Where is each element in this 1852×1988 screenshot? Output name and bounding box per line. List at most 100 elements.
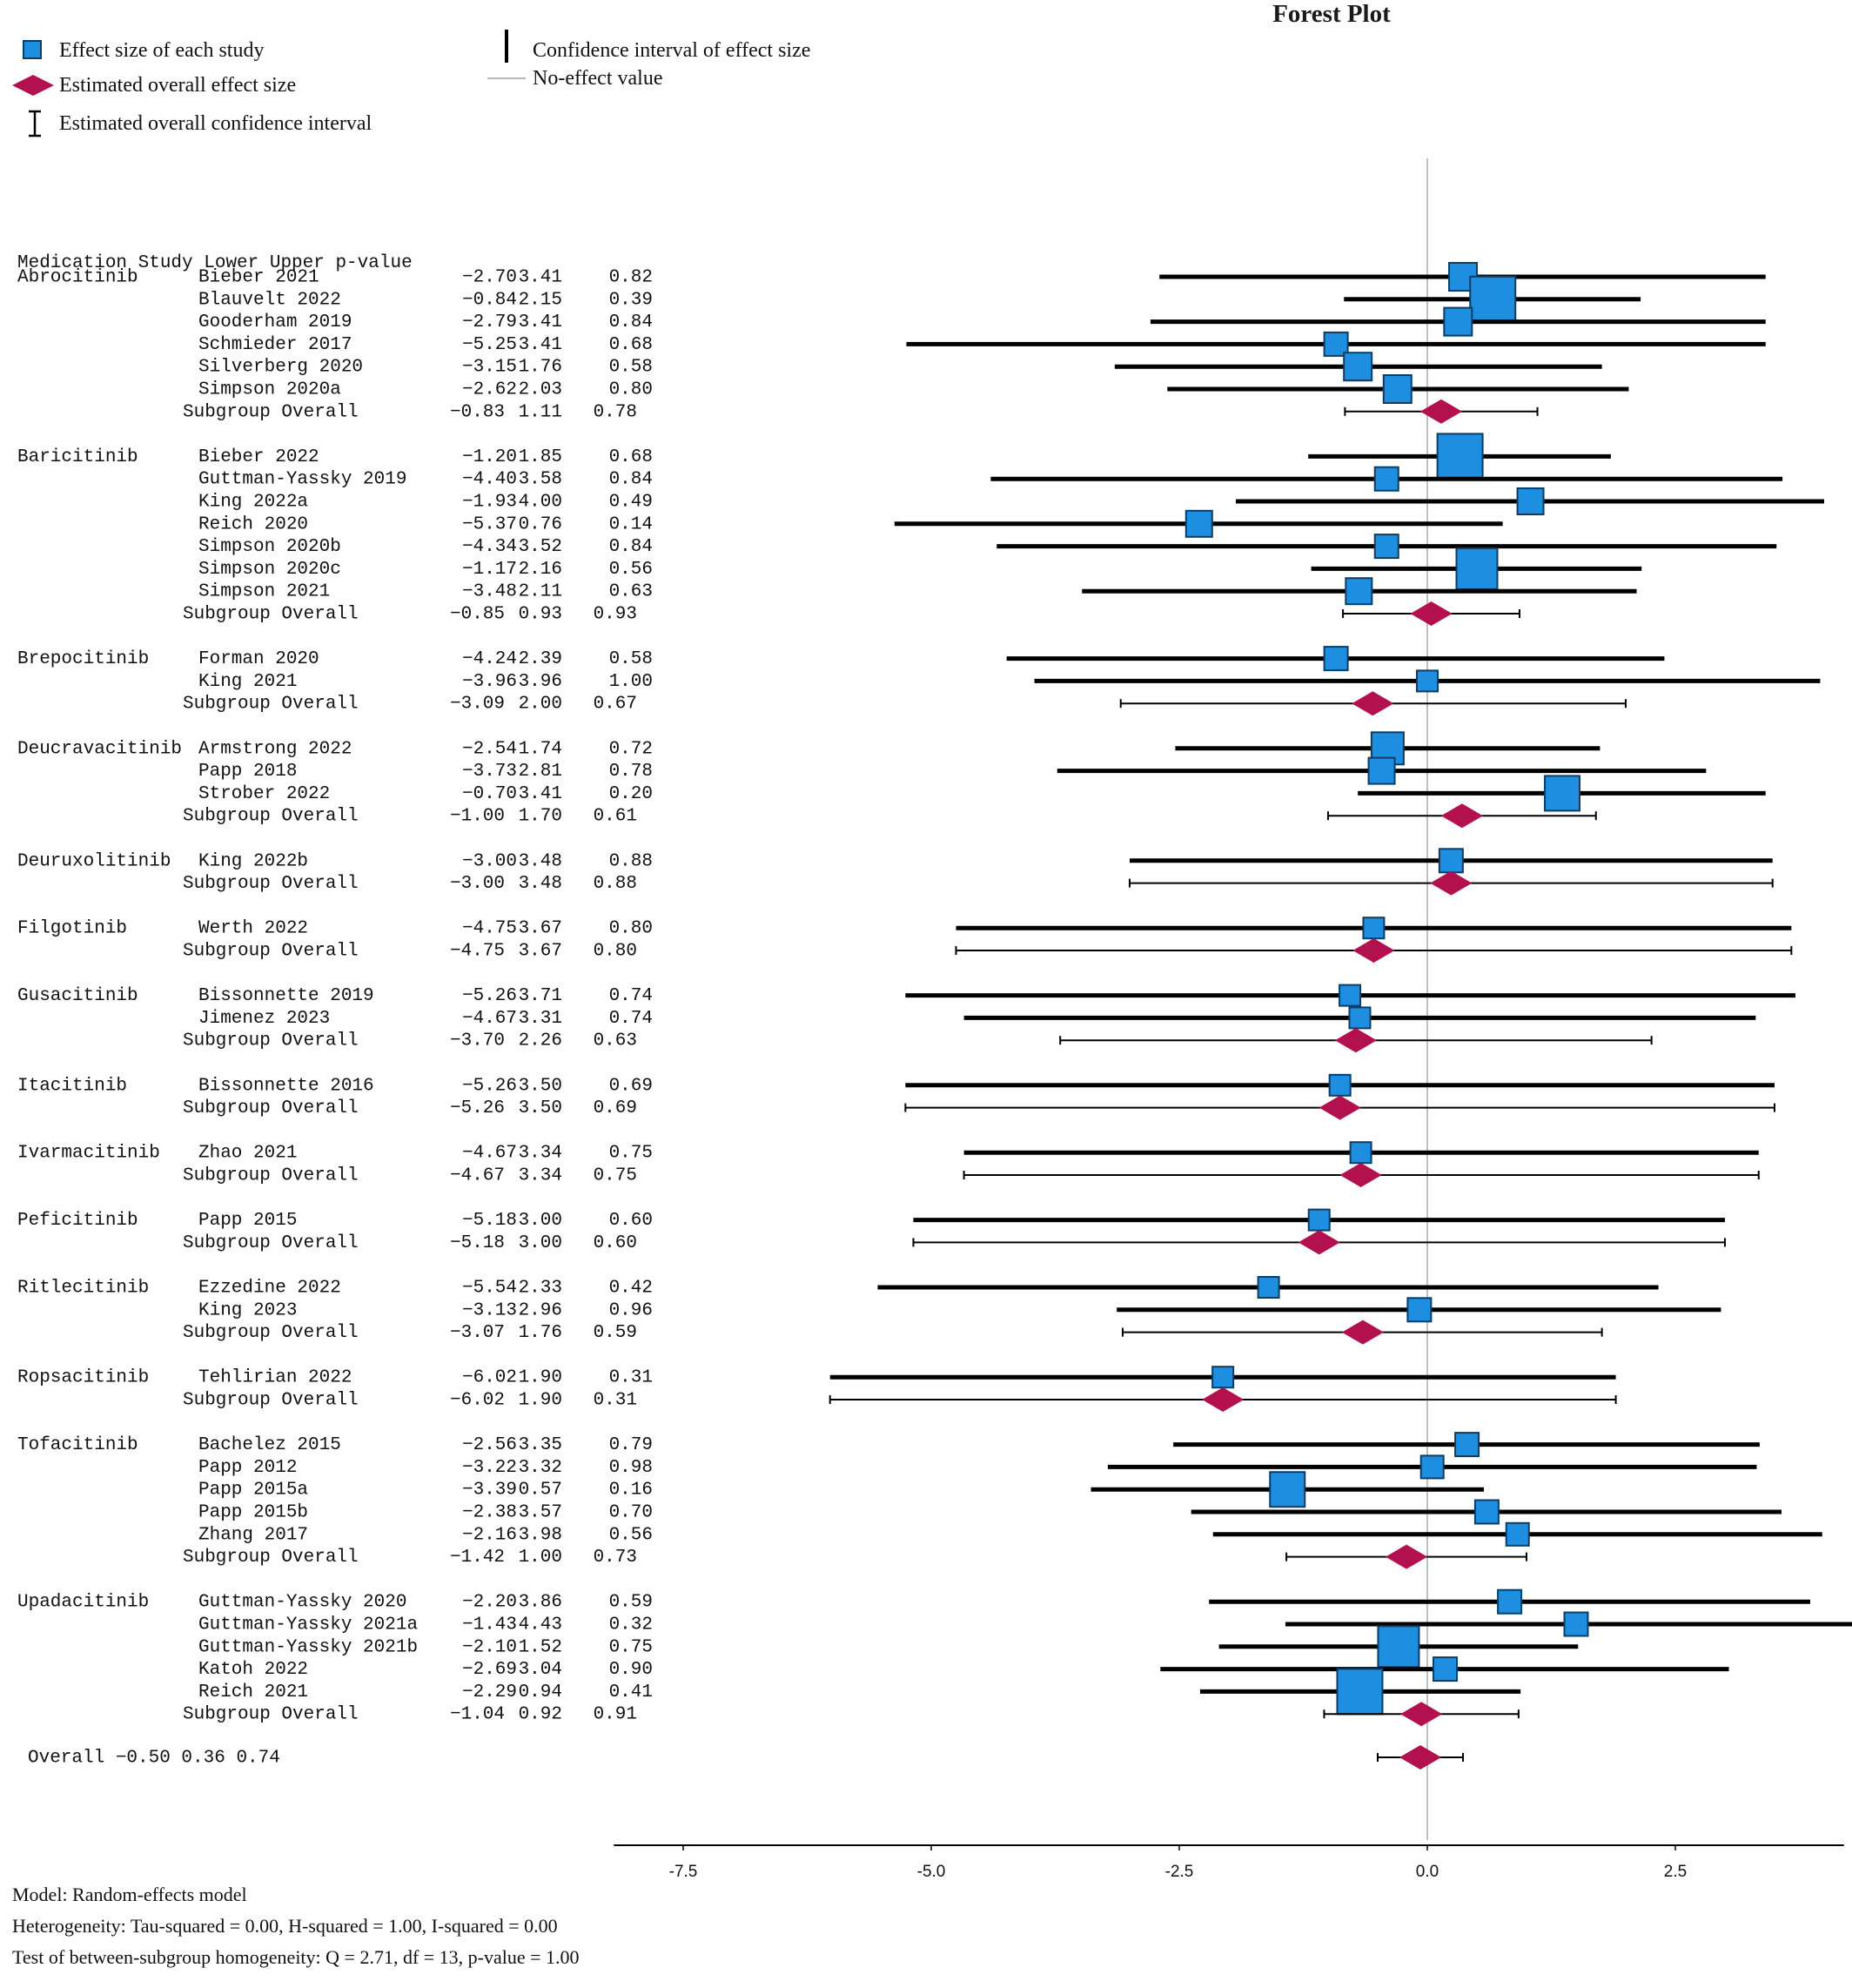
upper-value: 3.34 (519, 1144, 562, 1164)
lower-value: −5.25 (462, 335, 517, 355)
upper-value: 3.04 (519, 1660, 562, 1680)
study-label: Forman 2020 (198, 649, 319, 669)
study-effect-square (1367, 756, 1396, 785)
upper-value: 1.52 (519, 1637, 562, 1657)
lower-value: −4.24 (462, 649, 517, 669)
p-value: 0.16 (609, 1481, 653, 1501)
subgroup-p-value: 0.31 (594, 1391, 637, 1411)
lower-value: −2.16 (462, 1525, 517, 1545)
subgroup-lower-value: −1.42 (450, 1548, 505, 1568)
study-effect-square (1377, 1625, 1420, 1669)
subgroup-lower-value: −1.04 (450, 1705, 505, 1725)
p-value: 0.78 (609, 762, 653, 782)
subgroup-diamond (1419, 399, 1462, 424)
lower-value: −5.37 (462, 514, 517, 534)
study-effect-square (1438, 848, 1464, 874)
upper-value: 3.96 (519, 672, 562, 692)
upper-value: 1.85 (519, 447, 562, 467)
medication-label: Abrocitinib (17, 268, 138, 288)
study-label: Werth 2022 (198, 919, 308, 939)
upper-value: 3.41 (519, 335, 562, 355)
study-effect-square (1455, 547, 1499, 590)
study-effect-square (1184, 509, 1213, 538)
lower-value: −2.54 (462, 739, 517, 759)
overall-label: Overall −0.50 0.36 0.74 (28, 1749, 280, 1769)
study-effect-square (1269, 1471, 1306, 1508)
p-value: 0.20 (609, 784, 653, 804)
p-value: 0.31 (609, 1368, 653, 1388)
subgroup-label: Subgroup Overall (183, 1548, 359, 1568)
study-effect-square (1348, 1006, 1372, 1030)
p-value: 0.98 (609, 1458, 653, 1478)
study-label: Zhao 2021 (198, 1144, 297, 1164)
p-value: 0.96 (609, 1300, 653, 1320)
upper-value: 3.52 (519, 537, 562, 557)
p-value: 0.41 (609, 1682, 653, 1703)
subgroup-lower-value: −1.00 (450, 807, 505, 827)
p-value: 0.58 (609, 649, 653, 669)
study-effect-square (1563, 1611, 1589, 1637)
table-header: Medication Study Lower Upper p-value (17, 253, 413, 273)
lower-value: −2.56 (462, 1435, 517, 1455)
lower-value: −3.22 (462, 1458, 517, 1478)
subgroup-upper-value: 0.92 (519, 1705, 562, 1725)
upper-value: 3.35 (519, 1435, 562, 1455)
study-effect-square (1307, 1208, 1331, 1232)
study-label: Bieber 2022 (198, 447, 319, 467)
p-value: 0.49 (609, 493, 653, 513)
upper-value: 3.57 (519, 1503, 562, 1523)
study-label: Schmieder 2017 (198, 335, 352, 355)
upper-value: 0.57 (519, 1481, 562, 1501)
lower-value: −2.29 (462, 1682, 517, 1703)
subgroup-lower-value: −0.83 (450, 402, 505, 422)
subgroup-p-value: 0.63 (594, 1031, 637, 1051)
upper-value: 2.03 (519, 380, 562, 400)
subgroup-upper-value: 3.34 (519, 1166, 562, 1186)
upper-value: 1.90 (519, 1368, 562, 1388)
p-value: 0.74 (609, 1009, 653, 1029)
subgroup-label: Subgroup Overall (183, 1705, 359, 1725)
study-label: Ezzedine 2022 (198, 1279, 341, 1299)
upper-value: 3.31 (519, 1009, 562, 1029)
lower-value: −4.34 (462, 537, 517, 557)
medication-label: Tofacitinib (17, 1435, 138, 1455)
medication-label: Brepocitinib (17, 649, 149, 669)
subgroup-p-value: 0.60 (594, 1233, 637, 1253)
p-value: 0.68 (609, 447, 653, 467)
p-value: 0.60 (609, 1211, 653, 1231)
study-label: Papp 2012 (198, 1458, 297, 1478)
subgroup-label: Subgroup Overall (183, 807, 359, 827)
study-label: Reich 2021 (198, 1682, 308, 1703)
subgroup-diamond (1352, 691, 1394, 716)
upper-value: 1.76 (519, 358, 562, 378)
lower-value: −3.15 (462, 358, 517, 378)
subgroup-label: Subgroup Overall (183, 942, 359, 962)
upper-value: 2.96 (519, 1300, 562, 1320)
lower-value: −0.84 (462, 290, 517, 310)
p-value: 0.14 (609, 514, 653, 534)
subgroup-label: Subgroup Overall (183, 1233, 359, 1253)
study-effect-square (1373, 466, 1399, 492)
lower-value: −2.10 (462, 1637, 517, 1657)
lower-value: −4.67 (462, 1144, 517, 1164)
subgroup-diamond (1298, 1230, 1340, 1255)
study-effect-square (1211, 1366, 1235, 1389)
p-value: 0.58 (609, 358, 653, 378)
x-tick-label: 2.5 (1664, 1863, 1687, 1881)
p-value: 0.79 (609, 1435, 653, 1455)
medication-label: Ivarmacitinib (17, 1144, 160, 1164)
p-value: 0.70 (609, 1503, 653, 1523)
footer-homogeneity: Test of between-subgroup homogeneity: Q … (12, 1946, 580, 1968)
upper-value: 2.16 (519, 560, 562, 580)
lower-value: −2.70 (462, 268, 517, 288)
legend-no-effect-label: No-effect value (533, 67, 663, 90)
medication-label: Itacitinib (17, 1076, 127, 1096)
study-effect-square (1436, 433, 1484, 480)
subgroup-p-value: 0.67 (594, 695, 637, 715)
subgroup-diamond (1440, 803, 1483, 829)
upper-value: 3.58 (519, 470, 562, 490)
lower-value: −2.20 (462, 1593, 517, 1613)
subgroup-diamond (1202, 1387, 1245, 1412)
study-effect-square (1349, 1141, 1372, 1165)
